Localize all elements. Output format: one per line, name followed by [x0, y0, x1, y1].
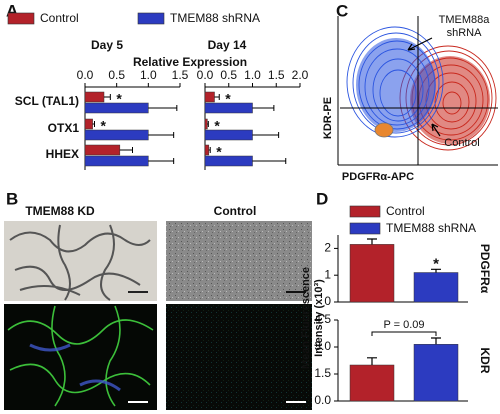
error-bar [252, 158, 287, 164]
y-tick-label: 1 [324, 267, 331, 281]
bar [204, 118, 208, 130]
y-tick-label: 3.0 [314, 339, 331, 353]
legend-swatch [349, 205, 381, 218]
x-tick-label: 0.0 [77, 68, 94, 82]
panel-title: KDR [478, 348, 492, 374]
panel-title: Day 5 [91, 38, 123, 52]
error-bar [252, 105, 275, 111]
bar [84, 144, 121, 156]
bar [84, 118, 93, 130]
bar [84, 91, 105, 103]
image-label: Control [214, 204, 257, 218]
legend-label: TMEM88 shRNA [386, 221, 476, 235]
bar [204, 102, 253, 114]
micrograph [4, 221, 157, 301]
x-tick-label: 1.0 [140, 68, 157, 82]
legend-swatch [137, 12, 165, 25]
bar [413, 272, 459, 303]
bar [204, 91, 215, 103]
bar [84, 155, 149, 167]
error-bar [431, 337, 441, 345]
x-tick-label: 1.0 [244, 68, 261, 82]
chart-title: Relative Expression [133, 55, 247, 69]
error-bar [252, 132, 280, 138]
error-bar [214, 94, 220, 100]
error-bar [367, 357, 377, 365]
panel-title: PDGFRα [478, 244, 492, 294]
category-label: SCL (TAL1) [15, 94, 79, 108]
significance: * [214, 118, 220, 134]
error-bar [92, 121, 95, 127]
panel-label: D [316, 189, 328, 208]
error-bar [119, 147, 133, 153]
significance: * [225, 91, 231, 107]
image-label: TMEM88 KD [25, 204, 95, 218]
error-bar [148, 158, 175, 164]
legend-swatch [349, 222, 381, 235]
x-tick-label: 1.5 [172, 68, 189, 82]
annotation: P = 0.09 [383, 319, 424, 331]
error-bar [367, 238, 377, 245]
panel-label: B [6, 189, 18, 208]
bar [204, 155, 253, 167]
axis-label: KDR-PE [322, 97, 334, 139]
significance: * [216, 144, 222, 160]
error-bar [148, 132, 175, 138]
y-tick-label: 0.0 [314, 393, 331, 407]
error-bar [207, 121, 209, 127]
bar [349, 244, 395, 303]
legend-label: Control [40, 11, 79, 25]
error-bar [431, 268, 441, 273]
bar [84, 129, 149, 141]
x-tick-label: 0.5 [108, 68, 125, 82]
error-bar [148, 105, 178, 111]
category-label: OTX1 [48, 121, 80, 135]
axis-label: PDGFRα-APC [342, 171, 414, 183]
micrograph [166, 221, 312, 301]
x-tick-label: 2.0 [292, 68, 309, 82]
error-bar [104, 94, 111, 100]
panel-title: Day 14 [208, 38, 247, 52]
category-label: HHEX [46, 147, 79, 161]
y-tick-label: 1.5 [314, 366, 331, 380]
y-tick-label: 2 [324, 241, 331, 255]
x-tick-label: 0.5 [220, 68, 237, 82]
y-tick-label: 4.5 [314, 312, 331, 326]
legend-label: Control [386, 204, 425, 218]
annotation: Control [444, 137, 479, 149]
bar [413, 344, 459, 402]
annotation: TMEM88a [439, 14, 491, 26]
y-tick-label: 0 [324, 294, 331, 308]
significance: * [101, 118, 107, 134]
fluorescence-image [166, 304, 312, 410]
fluorescence-image [4, 304, 157, 410]
legend-swatch [7, 12, 35, 25]
contour-plot [337, 16, 498, 166]
x-tick-label: 1.5 [268, 68, 285, 82]
axis-label: Intensity (x10³) [313, 279, 325, 357]
bar [204, 144, 210, 156]
bar [84, 102, 149, 114]
legend-label: TMEM88 shRNA [170, 11, 260, 25]
x-tick-label: 0.0 [197, 68, 214, 82]
significance: * [433, 255, 439, 272]
annotation: shRNA [447, 27, 483, 39]
panel-label: C [336, 1, 348, 20]
bar [204, 129, 253, 141]
axis-label: Mean Fluorescence [300, 267, 312, 369]
bracket [371, 331, 437, 336]
error-bar [208, 147, 211, 153]
significance: * [116, 91, 122, 107]
bar [349, 364, 395, 402]
